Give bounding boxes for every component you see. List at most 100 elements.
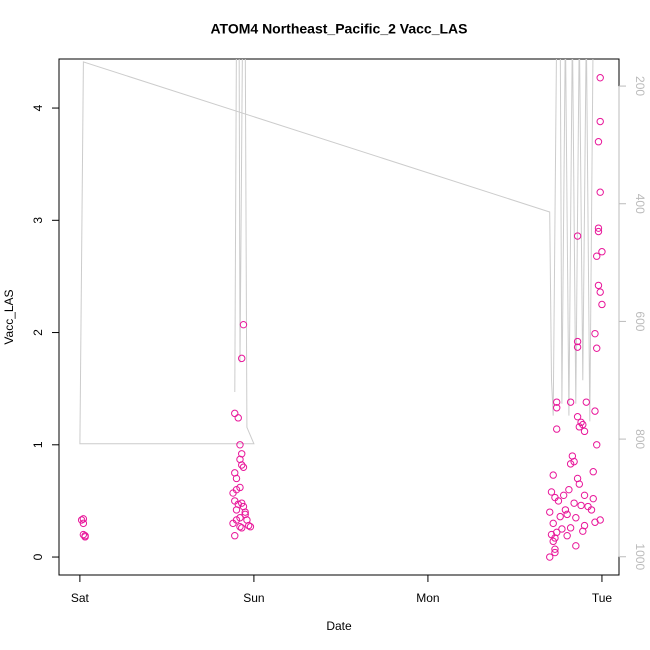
data-point bbox=[580, 491, 589, 500]
data-point bbox=[582, 398, 590, 406]
data-point bbox=[573, 337, 582, 346]
data-point bbox=[566, 398, 575, 406]
data-point bbox=[241, 510, 249, 519]
depth-line bbox=[79, 59, 594, 445]
y2-tick-label: 1000 bbox=[633, 543, 647, 570]
data-point bbox=[551, 545, 559, 553]
data-point bbox=[238, 461, 246, 469]
data-point bbox=[553, 425, 561, 433]
data-point bbox=[573, 413, 582, 421]
data-point bbox=[596, 74, 604, 82]
data-point bbox=[232, 474, 241, 483]
data-point bbox=[231, 532, 239, 540]
data-point bbox=[232, 506, 241, 514]
data-point bbox=[577, 501, 585, 510]
data-point bbox=[241, 508, 249, 516]
data-point bbox=[549, 537, 557, 546]
x-tick-label: Sat bbox=[71, 591, 90, 605]
data-point bbox=[549, 519, 557, 528]
data-point bbox=[551, 548, 559, 557]
data-point bbox=[594, 281, 603, 290]
y2-tick-label: 200 bbox=[633, 76, 647, 96]
data-point bbox=[239, 463, 248, 471]
data-point bbox=[572, 514, 580, 522]
data-point bbox=[596, 288, 604, 296]
data-point bbox=[556, 512, 564, 521]
data-point bbox=[554, 497, 563, 505]
x-tick-label: Tue bbox=[592, 591, 613, 605]
data-point bbox=[236, 523, 244, 531]
y-axis-label: Vacc_LAS bbox=[2, 289, 16, 344]
data-point bbox=[594, 138, 603, 146]
data-point bbox=[561, 506, 570, 514]
data-point bbox=[236, 514, 244, 522]
data-point bbox=[244, 521, 253, 530]
chart-title: ATOM4 Northeast_Pacific_2 Vacc_LAS bbox=[210, 21, 467, 37]
data-point bbox=[547, 488, 556, 496]
data-point bbox=[594, 224, 603, 232]
data-point bbox=[239, 320, 248, 329]
data-point bbox=[553, 398, 561, 406]
data-point bbox=[572, 542, 580, 550]
data-point bbox=[553, 404, 561, 412]
data-point bbox=[79, 530, 88, 539]
y-tick-label: 4 bbox=[31, 104, 45, 111]
data-point bbox=[558, 525, 566, 533]
data-point bbox=[589, 494, 597, 503]
data-point bbox=[559, 491, 568, 500]
data-point bbox=[234, 414, 242, 422]
data-point bbox=[593, 344, 601, 352]
y-tick-label: 3 bbox=[31, 217, 45, 224]
data-point bbox=[565, 485, 573, 494]
data-point bbox=[591, 518, 599, 526]
plot-area bbox=[77, 59, 606, 561]
y-tick-label: 0 bbox=[31, 553, 45, 560]
data-point bbox=[596, 188, 604, 196]
data-point bbox=[566, 460, 575, 468]
y-tick-label: 2 bbox=[31, 329, 45, 336]
x-tick-label: Mon bbox=[416, 591, 439, 605]
data-point bbox=[575, 423, 584, 431]
y2-tick-label: 400 bbox=[633, 194, 647, 214]
data-point bbox=[579, 527, 587, 535]
data-point bbox=[580, 427, 589, 436]
data-point bbox=[591, 329, 599, 338]
data-point bbox=[546, 553, 554, 561]
data-point bbox=[598, 300, 606, 309]
data-point bbox=[563, 532, 571, 540]
data-point bbox=[229, 489, 237, 497]
data-point bbox=[593, 441, 601, 449]
data-point bbox=[573, 343, 582, 351]
data-point bbox=[549, 471, 557, 479]
data-point bbox=[573, 232, 582, 240]
data-point bbox=[591, 407, 599, 415]
data-point bbox=[596, 117, 604, 126]
data-point bbox=[231, 409, 239, 418]
data-point bbox=[238, 524, 246, 532]
data-point bbox=[81, 533, 89, 541]
data-point bbox=[236, 483, 244, 492]
x-axis-label: Date bbox=[326, 619, 352, 633]
data-point bbox=[577, 418, 585, 427]
data-point bbox=[563, 510, 571, 519]
data-point bbox=[79, 519, 88, 528]
y2-tick-label: 600 bbox=[633, 311, 647, 331]
data-point bbox=[566, 524, 575, 532]
plot-box bbox=[58, 58, 620, 576]
data-point bbox=[594, 227, 603, 236]
x-tick-label: Sun bbox=[243, 591, 264, 605]
data-point bbox=[589, 468, 597, 476]
data-point bbox=[79, 515, 88, 523]
data-point bbox=[236, 441, 244, 449]
y-tick-label: 1 bbox=[31, 441, 45, 448]
data-point bbox=[587, 506, 596, 514]
data-point bbox=[546, 508, 554, 516]
data-point bbox=[575, 480, 584, 488]
data-point bbox=[593, 252, 601, 260]
data-point bbox=[598, 248, 606, 256]
data-point bbox=[246, 523, 255, 531]
y2-tick-label: 800 bbox=[633, 429, 647, 449]
data-point bbox=[570, 499, 578, 507]
data-point bbox=[238, 354, 246, 363]
